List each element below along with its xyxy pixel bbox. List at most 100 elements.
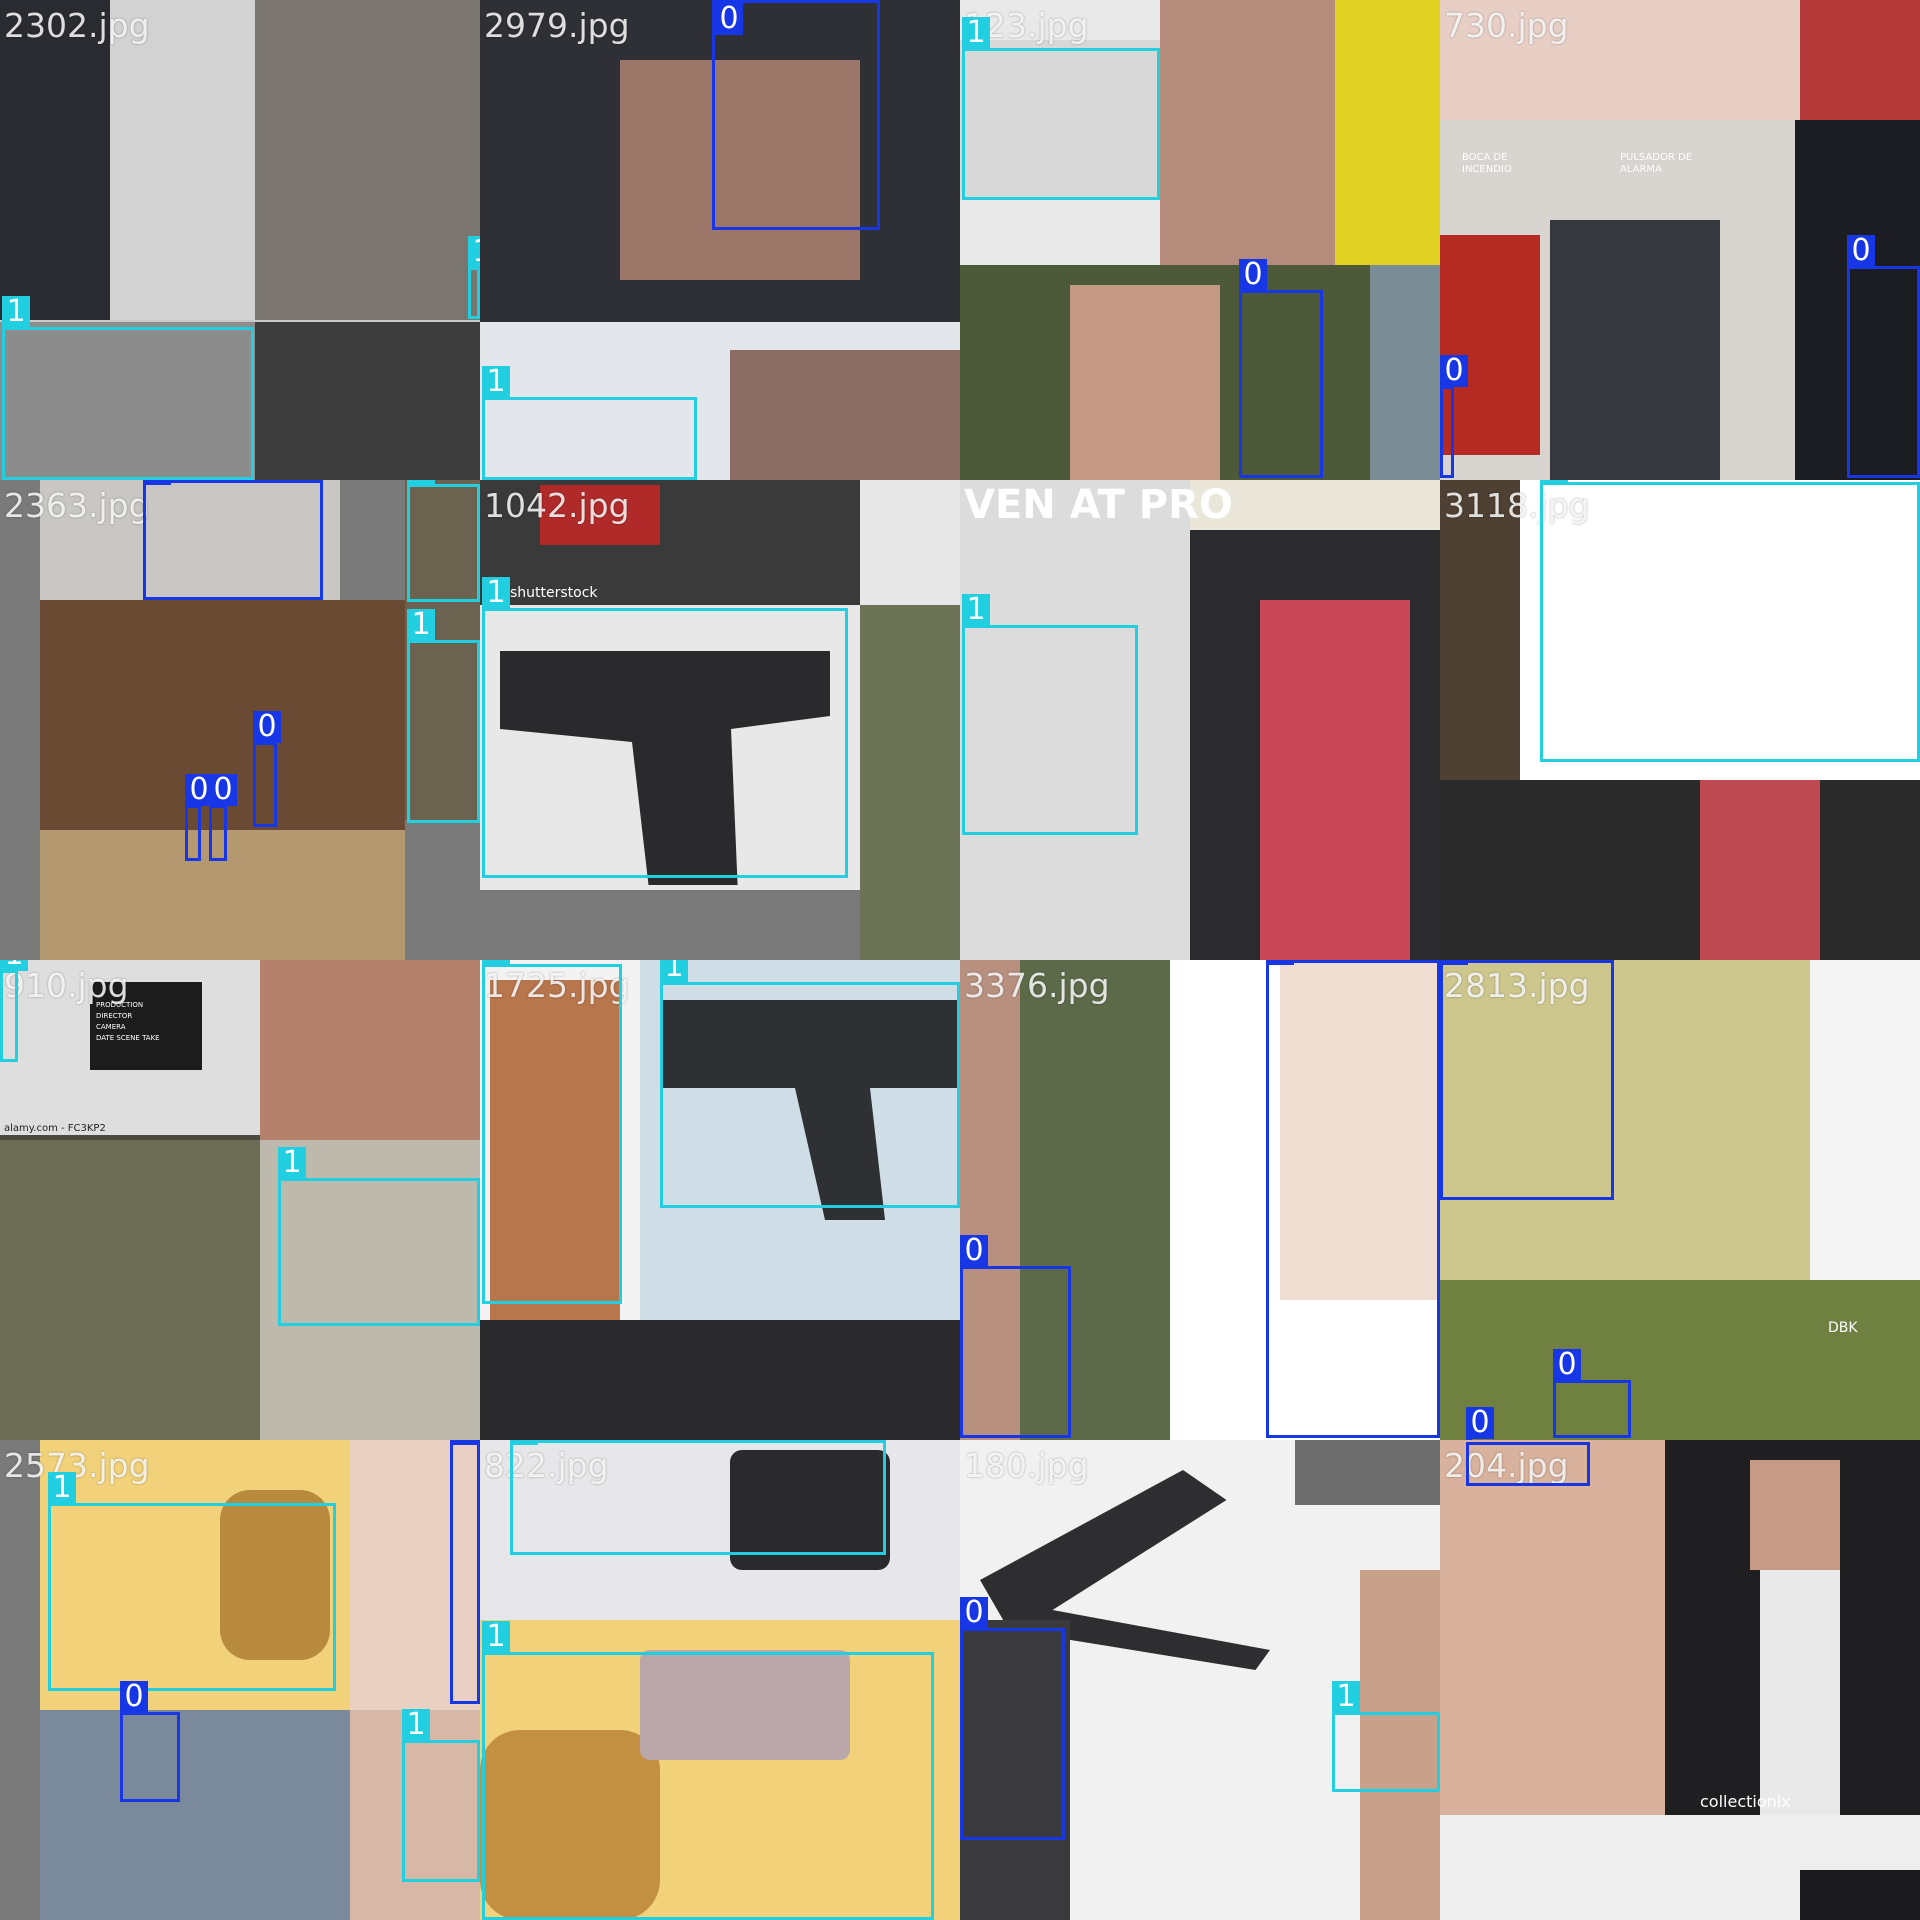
class-label: 1 (2, 296, 30, 328)
detection-box: 0 (1466, 1407, 1494, 1440)
arm-region (350, 1440, 480, 1710)
man-region (0, 1140, 260, 1440)
clapper-line: PRODUCTION (96, 1001, 144, 1009)
class-label: 0 (1553, 1349, 1581, 1381)
tile-filename: 3118.jpg (1444, 486, 1590, 525)
tile-3376: 3376.jpg 0 0 (960, 960, 1440, 1440)
detection-box: 0 (960, 1597, 1065, 1840)
sparring-region (40, 1710, 350, 1920)
detection-box: 0 (1239, 259, 1323, 478)
poster-region (960, 480, 1190, 960)
detection-box: 0 (1266, 960, 1440, 1438)
class-label: 0 (1266, 960, 1294, 965)
tile-2813: DBK 2813.jpg 0 0 0 (1440, 960, 1920, 1440)
tile-unlabeled: VEN AT PRO 1 (960, 480, 1440, 960)
class-label: 1 (0, 960, 28, 971)
door-region (1440, 480, 1520, 780)
class-label: 0 (120, 1681, 148, 1713)
detection-box: 0 (960, 1235, 1071, 1438)
class-label: 1 (660, 960, 688, 983)
class-label: 1 (482, 577, 510, 609)
wall-region (110, 0, 255, 320)
fighter-region (1700, 780, 1820, 960)
detection-box: 1 (482, 1621, 934, 1920)
tile-filename: 2573.jpg (4, 1446, 150, 1485)
class-label: 0 (1239, 259, 1267, 291)
landscape-region (860, 605, 960, 960)
tile-filename: 204.jpg (1444, 1446, 1569, 1485)
banner-text: VEN AT PRO (964, 482, 1233, 528)
bottom-region (480, 1320, 960, 1440)
table-region (40, 830, 405, 960)
class-label: 1 (962, 594, 990, 626)
detection-box: 0 (450, 1440, 480, 1704)
cap-man-region (1070, 285, 1220, 480)
tile-filename: 1042.jpg (484, 486, 630, 525)
clapperboard (90, 982, 202, 1070)
class-label: 1 (1540, 480, 1568, 483)
grey-block-region (1295, 1440, 1440, 1505)
rock-region (1370, 265, 1440, 480)
dark-object-region (1800, 1870, 1920, 1920)
grey-border-region (480, 890, 860, 960)
class-label: 0 (1847, 235, 1875, 267)
pistol-grip-region (730, 1450, 890, 1570)
detection-box: 1 (407, 609, 480, 823)
tile-204: collectionix 204.jpg (1440, 1440, 1920, 1920)
clapper-line: DIRECTOR (96, 1012, 133, 1020)
collection-text: collectionix (1700, 1792, 1791, 1811)
class-label: 1 (962, 17, 990, 49)
figure-region (1360, 1570, 1440, 1920)
detection-box (1466, 1442, 1590, 1486)
class-label: 1 (468, 236, 480, 268)
sign-text: BOCA DE INCENDIO (1462, 152, 1512, 175)
class-label: 1 (278, 1147, 306, 1179)
speaker-region (1160, 0, 1335, 265)
detection-box: 1 (510, 1440, 886, 1555)
grip-region (490, 980, 620, 1320)
class-label: 0 (715, 3, 743, 35)
detection-box: 0 (1440, 355, 1468, 478)
detection-box: 1 (278, 1147, 480, 1326)
speaker-region (260, 960, 480, 1140)
tile-filename: 2979.jpg (484, 6, 630, 45)
hand-region (350, 1710, 480, 1920)
clapper-line: CAMERA (96, 1023, 126, 1031)
revolver-grip (220, 1490, 330, 1660)
hand-region (620, 60, 860, 280)
detection-box: 0 (209, 774, 237, 861)
man-region (730, 350, 960, 480)
detection-box: 1 (660, 960, 960, 1208)
detection-box: 0 (1440, 960, 1614, 1200)
class-label: 1 (510, 1440, 538, 1445)
hand-top-region (1440, 0, 1800, 120)
tile-2979: 2979.jpg 0 1 (480, 0, 960, 480)
red-region (1800, 0, 1920, 120)
person-dark-region (0, 0, 110, 320)
detection-box: 0 (1847, 235, 1920, 478)
class-label: 1 (482, 366, 510, 398)
class-label: 0 (209, 774, 237, 806)
fence-region (260, 1140, 480, 1440)
detection-box: 0 (185, 774, 213, 861)
class-label: 1 (407, 609, 435, 641)
gun-photo-region (960, 40, 1160, 200)
detection-box: 1 (48, 1472, 336, 1691)
detection-box: 0 (143, 480, 323, 600)
tile-filename: 180.jpg (964, 1446, 1089, 1485)
tile-filename: 730.jpg (1444, 6, 1569, 45)
detection-box: 1 (407, 480, 480, 602)
class-label: 1 (1332, 1681, 1360, 1713)
tile-180: 180.jpg 0 1 (960, 1440, 1440, 1920)
class-label: 0 (1466, 1407, 1494, 1439)
class-label: 0 (253, 711, 281, 743)
revolver-cylinder (640, 1650, 850, 1760)
tile-2573: 2573.jpg 1 0 0 1 (0, 1440, 480, 1920)
white-right-region (1810, 960, 1920, 1280)
detection-box: 1 (2, 296, 254, 480)
class-label: 0 (450, 1440, 478, 1445)
detection-box: 1 (482, 960, 622, 1304)
tile-3118: 3118.jpg 1 (1440, 480, 1920, 960)
class-label: 0 (1440, 960, 1468, 965)
